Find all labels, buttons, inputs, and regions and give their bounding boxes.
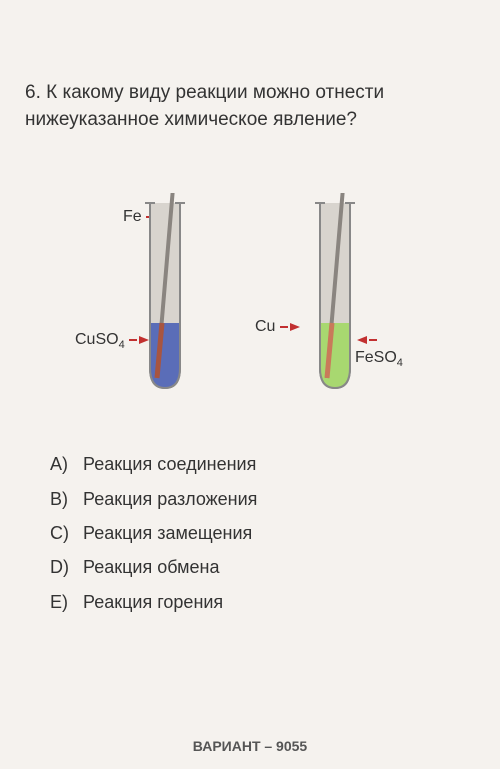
test-tube-2-svg	[305, 193, 365, 403]
test-tube-1-svg	[135, 193, 195, 403]
cu-arrow-line	[280, 326, 288, 328]
feso4-arrow-line	[369, 339, 377, 341]
question-text: 6. К какому виду реакции можно отнести н…	[20, 80, 480, 133]
option-c-letter: C)	[50, 517, 78, 549]
option-d-text: Реакция обмена	[83, 557, 220, 577]
option-a-letter: A)	[50, 448, 78, 480]
feso4-label-sub: 4	[397, 357, 403, 369]
answer-options: A) Реакция соединения B) Реакция разложе…	[20, 448, 480, 618]
option-b: B) Реакция разложения	[50, 483, 480, 515]
test-tube-2-group: Cu FeSO4	[265, 163, 405, 413]
option-e-text: Реакция горения	[83, 592, 223, 612]
test-tube-1-group: Fe CuSO4	[95, 163, 235, 413]
chemistry-diagram: Fe CuSO4	[20, 163, 480, 413]
question-body: К какому виду реакции можно отнести ниже…	[25, 82, 384, 130]
cu-arrow-head	[290, 323, 300, 331]
question-number: 6.	[25, 82, 41, 103]
option-d: D) Реакция обмена	[50, 551, 480, 583]
cuso4-label-text: CuSO	[75, 331, 119, 348]
option-a-text: Реакция соединения	[83, 454, 256, 474]
tube2-solution	[320, 323, 350, 388]
option-c: C) Реакция замещения	[50, 517, 480, 549]
option-a: A) Реакция соединения	[50, 448, 480, 480]
page-content: 6. К какому виду реакции можно отнести н…	[0, 0, 500, 769]
option-b-letter: B)	[50, 483, 78, 515]
cu-label-text: Cu	[255, 318, 275, 335]
cuso4-label-sub: 4	[119, 339, 125, 351]
option-e: E) Реакция горения	[50, 586, 480, 618]
tube1-solution	[150, 323, 180, 388]
option-c-text: Реакция замещения	[83, 523, 252, 543]
cu-label: Cu	[255, 318, 302, 336]
option-d-letter: D)	[50, 551, 78, 583]
option-e-letter: E)	[50, 586, 78, 618]
option-b-text: Реакция разложения	[83, 489, 257, 509]
page-footer: ВАРИАНТ – 9055	[0, 738, 500, 754]
